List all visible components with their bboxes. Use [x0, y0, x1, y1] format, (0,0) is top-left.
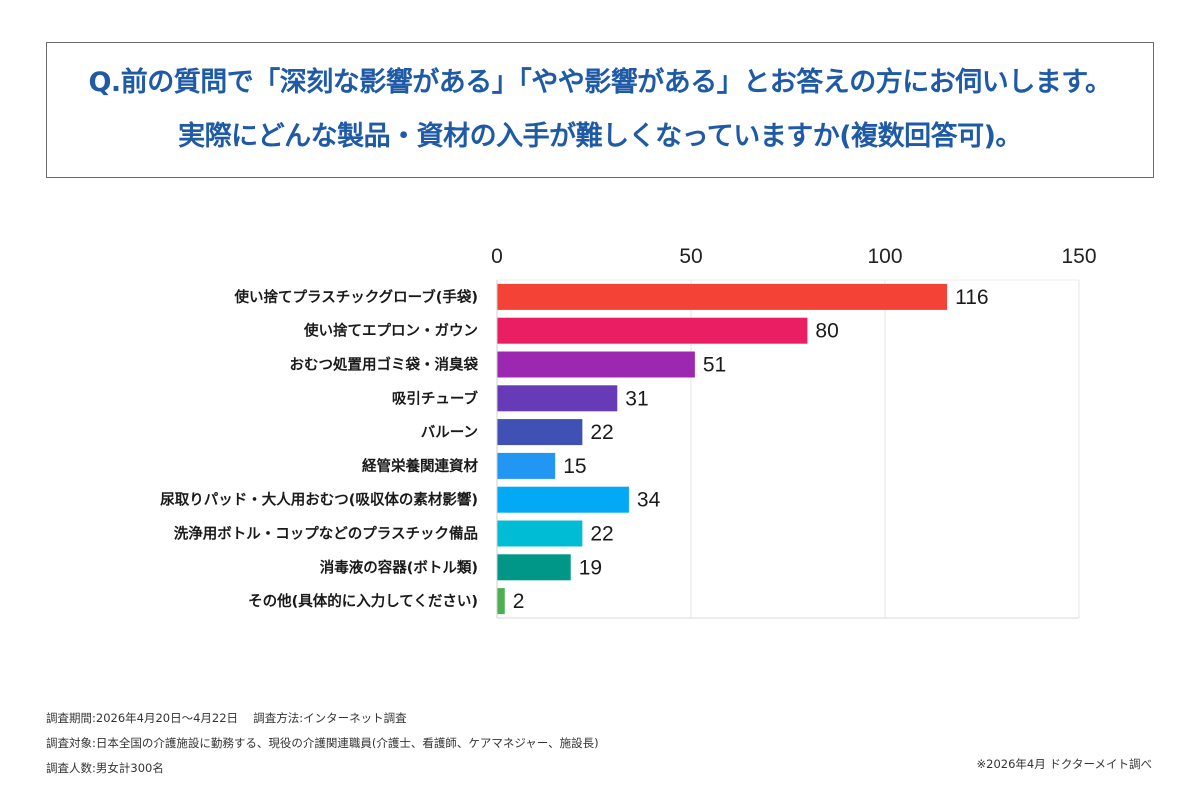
data-label: 15 [563, 455, 586, 478]
survey-period: 調査期間:2026年4月20日〜4月22日 調査方法:インターネット調査 [46, 711, 407, 725]
data-label: 116 [955, 286, 988, 309]
bar [497, 486, 629, 513]
category-label: 洗浄用ボトル・コップなどのプラスチック備品 [174, 525, 478, 543]
data-label: 51 [703, 354, 726, 377]
bar [497, 588, 505, 615]
data-label: 22 [590, 523, 613, 546]
data-label: 2 [513, 590, 525, 613]
bar [497, 520, 583, 547]
data-label: 31 [625, 387, 648, 410]
x-tick-label: 50 [679, 245, 702, 268]
bar [497, 554, 571, 581]
data-label: 19 [579, 556, 602, 579]
bar [497, 317, 808, 344]
x-tick-label: 150 [1061, 245, 1096, 268]
category-label: 吸引チューブ [392, 389, 479, 407]
bar [497, 385, 618, 412]
data-label: 80 [815, 320, 838, 343]
source-credit: ※2026年4月 ドクターメイト調べ [976, 757, 1152, 771]
bar [497, 283, 948, 310]
category-label: 使い捨てプラスチックグローブ(手袋) [233, 288, 478, 306]
survey-size: 調査人数:男女計300名 [46, 761, 164, 775]
question-title-line-2: 実際にどんな製品・資材の入手が難しくなっていますか(複数回答可)。 [178, 121, 1022, 152]
data-label: 22 [590, 421, 613, 444]
category-label: 経管栄養関連資材 [362, 457, 478, 475]
survey-target: 調査対象:日本全国の介護施設に勤務する、現役の介護関連職員(介護士、看護師、ケア… [46, 736, 599, 750]
category-label: 使い捨てエプロン・ガウン [303, 322, 478, 340]
category-label: バルーン [421, 424, 478, 441]
data-label: 34 [637, 489, 661, 512]
survey-notes: 調査期間:2026年4月20日〜4月22日 調査方法:インターネット調査 調査対… [46, 706, 599, 781]
x-tick-label: 100 [867, 245, 902, 268]
category-label: 尿取りパッド・大人用おむつ(吸収体の素材影響) [160, 491, 478, 509]
category-label: その他(具体的に入力してください) [248, 592, 478, 610]
x-tick-label: 0 [491, 245, 503, 268]
bar [497, 419, 583, 446]
category-label: 消毒液の容器(ボトル類) [320, 558, 478, 576]
question-title-box: Q.前の質問で「深刻な影響がある」「やや影響がある」とお答えの方にお伺いします。… [46, 42, 1154, 178]
question-title-line-1: Q.前の質問で「深刻な影響がある」「やや影響がある」とお答えの方にお伺いします。 [88, 67, 1112, 98]
category-label: おむつ処置用ゴミ袋・消臭袋 [290, 356, 479, 374]
bar [497, 452, 556, 479]
bar [497, 351, 695, 378]
